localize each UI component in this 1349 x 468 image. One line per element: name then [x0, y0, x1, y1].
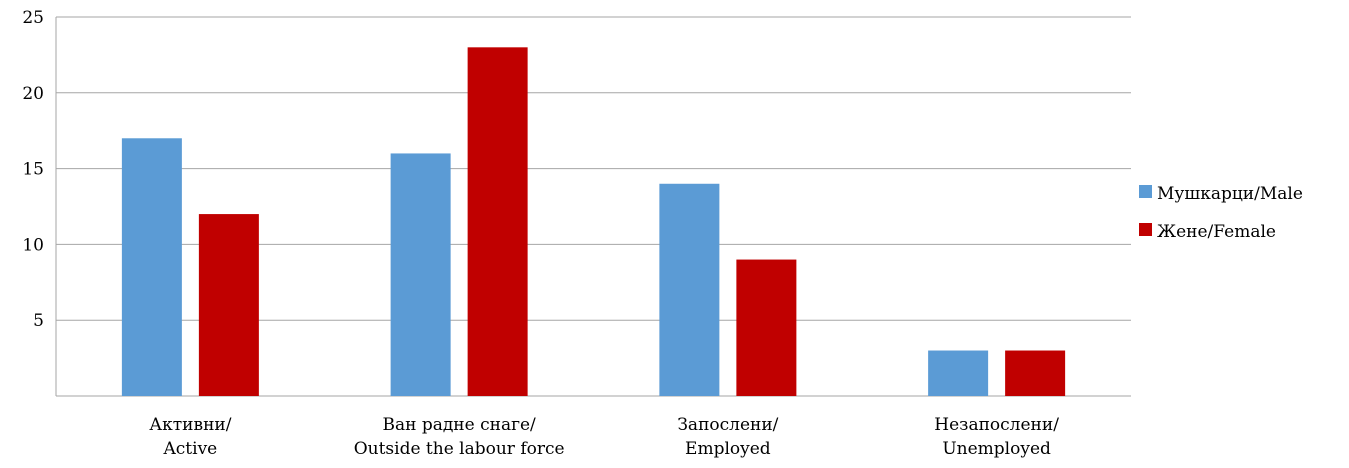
bar-male	[928, 350, 989, 396]
bar-male	[659, 183, 720, 396]
y-tick-label: 15	[22, 160, 44, 180]
bar-female	[467, 47, 528, 396]
y-tick-label: 5	[33, 311, 44, 331]
legend-swatch	[1139, 223, 1152, 236]
bar-female	[1005, 350, 1066, 396]
x-category-label: Незапослени/	[934, 415, 1059, 435]
x-category-label: Outside the labour force	[354, 439, 565, 459]
y-axis: 5 10 15 20 25	[22, 8, 44, 331]
y-tick-label: 25	[22, 8, 44, 28]
bar-male	[390, 153, 451, 396]
legend-swatch	[1139, 185, 1152, 198]
legend-label: Жене/Female	[1157, 222, 1276, 242]
y-tick-label: 20	[22, 84, 44, 104]
legend: Мушкарци/Male Жене/Female	[1139, 184, 1303, 242]
x-category-label: Active	[163, 439, 218, 459]
bar-female	[736, 259, 797, 396]
x-category-label: Employed	[685, 439, 771, 459]
x-axis: Активни/Active Ван радне снаге/Outside th…	[149, 415, 1059, 459]
legend-label: Мушкарци/Male	[1157, 184, 1303, 204]
x-category-label: Ван радне снаге/	[382, 415, 536, 435]
bars	[121, 47, 1066, 396]
x-category-label: Активни/	[149, 415, 231, 435]
x-category-label: Unemployed	[942, 439, 1051, 459]
y-tick-label: 10	[22, 235, 44, 255]
bar-female	[198, 214, 259, 396]
bar-male	[121, 138, 182, 396]
x-category-label: Запослени/	[677, 415, 778, 435]
